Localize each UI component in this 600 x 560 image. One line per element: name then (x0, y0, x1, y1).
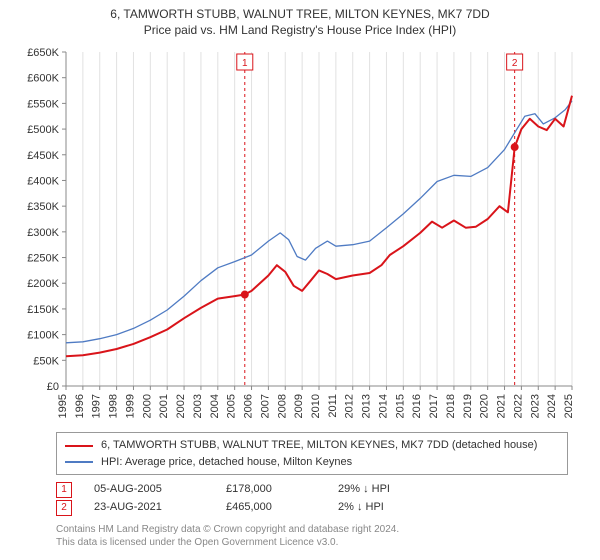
legend-swatch-price (65, 445, 93, 447)
sale-date: 05-AUG-2005 (94, 481, 204, 499)
svg-text:£200K: £200K (27, 279, 59, 291)
sale-delta: 2% ↓ HPI (338, 499, 384, 517)
svg-text:2006: 2006 (243, 394, 255, 418)
svg-text:2009: 2009 (293, 394, 305, 418)
svg-text:1: 1 (242, 58, 248, 69)
svg-text:£350K: £350K (27, 202, 59, 214)
svg-text:1997: 1997 (91, 394, 103, 418)
svg-text:2022: 2022 (512, 394, 524, 418)
svg-text:2020: 2020 (479, 394, 491, 418)
svg-text:2008: 2008 (276, 394, 288, 418)
svg-text:£400K: £400K (27, 176, 59, 188)
sale-price: £178,000 (226, 481, 316, 499)
svg-text:2018: 2018 (445, 394, 457, 418)
svg-text:£100K: £100K (27, 330, 59, 342)
svg-text:2005: 2005 (226, 394, 238, 418)
legend-label-price: 6, TAMWORTH STUBB, WALNUT TREE, MILTON K… (101, 437, 537, 454)
svg-text:£0: £0 (47, 381, 59, 393)
svg-text:2015: 2015 (394, 394, 406, 418)
svg-text:2016: 2016 (411, 394, 423, 418)
svg-text:2024: 2024 (546, 394, 558, 418)
svg-text:2025: 2025 (563, 394, 575, 418)
svg-text:2012: 2012 (344, 394, 356, 418)
svg-text:2004: 2004 (209, 394, 221, 418)
svg-text:2013: 2013 (361, 394, 373, 418)
legend-swatch-hpi (65, 461, 93, 463)
svg-text:£300K: £300K (27, 227, 59, 239)
svg-text:£50K: £50K (33, 356, 59, 368)
svg-text:1998: 1998 (108, 394, 120, 418)
sale-marker-num: 1 (56, 482, 72, 498)
svg-text:2021: 2021 (496, 394, 508, 418)
copyright-footnote: Contains HM Land Registry data © Crown c… (56, 523, 568, 550)
svg-text:2007: 2007 (259, 394, 271, 418)
sale-row: 1 05-AUG-2005 £178,000 29% ↓ HPI (56, 481, 568, 499)
svg-text:2014: 2014 (377, 394, 389, 418)
svg-text:2002: 2002 (175, 394, 187, 418)
svg-text:1995: 1995 (57, 394, 69, 418)
svg-text:2023: 2023 (529, 394, 541, 418)
svg-text:1999: 1999 (124, 394, 136, 418)
svg-text:£650K: £650K (27, 47, 59, 59)
sale-marker-num: 2 (56, 500, 72, 516)
chart-legend: 6, TAMWORTH STUBB, WALNUT TREE, MILTON K… (56, 432, 568, 475)
svg-text:2017: 2017 (428, 394, 440, 418)
svg-text:2: 2 (512, 58, 518, 69)
sale-date: 23-AUG-2021 (94, 499, 204, 517)
svg-text:2010: 2010 (310, 394, 322, 418)
chart-title-line2: Price paid vs. HM Land Registry's House … (10, 22, 590, 38)
svg-text:£250K: £250K (27, 253, 59, 265)
svg-text:2000: 2000 (141, 394, 153, 418)
svg-text:£500K: £500K (27, 124, 59, 136)
sales-table: 1 05-AUG-2005 £178,000 29% ↓ HPI 2 23-AUG-202… (56, 481, 568, 516)
svg-text:2001: 2001 (158, 394, 170, 418)
svg-text:1996: 1996 (74, 394, 86, 418)
svg-text:£150K: £150K (27, 304, 59, 316)
svg-text:£600K: £600K (27, 73, 59, 85)
svg-text:2011: 2011 (327, 394, 339, 418)
svg-text:£550K: £550K (27, 99, 59, 111)
legend-label-hpi: HPI: Average price, detached house, Milt… (101, 454, 352, 471)
sale-row: 2 23-AUG-2021 £465,000 2% ↓ HPI (56, 499, 568, 517)
svg-text:2019: 2019 (462, 394, 474, 418)
sale-price: £465,000 (226, 499, 316, 517)
svg-text:£450K: £450K (27, 150, 59, 162)
price-chart: £0 £50K £100K £150K £200K £250K £300K £350K £400… (20, 46, 580, 426)
chart-title-line1: 6, TAMWORTH STUBB, WALNUT TREE, MILTON K… (10, 6, 590, 22)
svg-text:2003: 2003 (192, 394, 204, 418)
sale-delta: 29% ↓ HPI (338, 481, 390, 499)
